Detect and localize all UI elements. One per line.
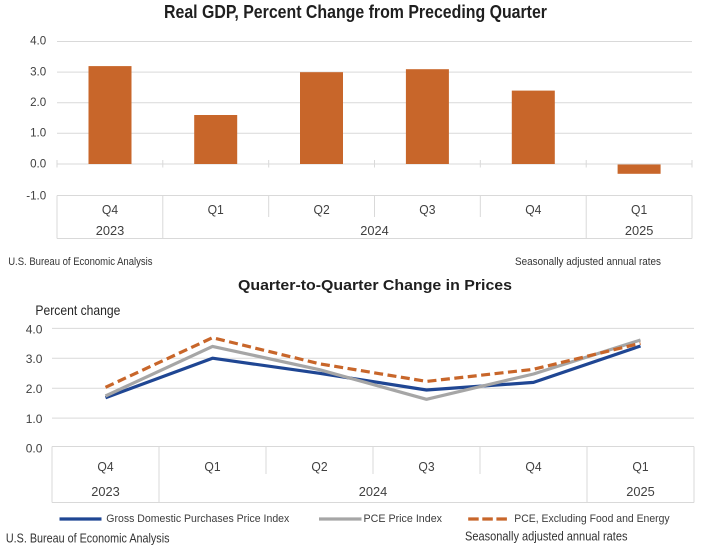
svg-text:Q1: Q1 — [632, 459, 648, 474]
svg-text:2023: 2023 — [96, 223, 125, 238]
svg-text:1.0: 1.0 — [26, 412, 43, 426]
svg-text:-1.0: -1.0 — [26, 190, 46, 203]
svg-text:4.0: 4.0 — [30, 35, 46, 48]
svg-text:PCE, Excluding Food and Energy: PCE, Excluding Food and Energy — [514, 513, 670, 525]
svg-text:Real GDP, Percent Change from: Real GDP, Percent Change from Preceding … — [164, 1, 547, 22]
svg-text:Percent change: Percent change — [35, 303, 120, 318]
svg-text:0.0: 0.0 — [26, 441, 43, 455]
svg-text:PCE Price Index: PCE Price Index — [364, 513, 443, 525]
svg-text:U.S. Bureau of Economic Analys: U.S. Bureau of Economic Analysis — [8, 256, 153, 268]
svg-text:2024: 2024 — [359, 484, 388, 499]
svg-text:2025: 2025 — [626, 484, 655, 499]
svg-text:Quarter-to-Quarter Change in P: Quarter-to-Quarter Change in Prices — [238, 277, 512, 294]
svg-text:2023: 2023 — [91, 484, 120, 499]
svg-text:2025: 2025 — [625, 223, 654, 238]
svg-text:Q2: Q2 — [314, 202, 330, 217]
svg-text:Q1: Q1 — [631, 202, 647, 217]
svg-text:2.0: 2.0 — [30, 96, 46, 109]
svg-text:4.0: 4.0 — [26, 322, 43, 336]
svg-text:Q4: Q4 — [525, 459, 541, 474]
svg-text:Seasonally adjusted annual rat: Seasonally adjusted annual rates — [465, 528, 628, 543]
svg-text:2024: 2024 — [360, 223, 389, 238]
svg-text:Gross Domestic Purchases Price: Gross Domestic Purchases Price Index — [106, 513, 289, 525]
svg-text:Seasonally adjusted annual rat: Seasonally adjusted annual rates — [515, 256, 661, 268]
svg-text:Q3: Q3 — [418, 459, 434, 474]
svg-text:0.0: 0.0 — [30, 157, 46, 170]
svg-text:2.0: 2.0 — [26, 382, 43, 396]
svg-text:1.0: 1.0 — [30, 127, 46, 140]
svg-text:Q4: Q4 — [102, 202, 118, 217]
svg-text:Q1: Q1 — [204, 459, 220, 474]
svg-text:3.0: 3.0 — [26, 352, 43, 366]
svg-text:Q3: Q3 — [419, 202, 435, 217]
svg-text:3.0: 3.0 — [30, 65, 46, 78]
svg-text:Q1: Q1 — [208, 202, 224, 217]
svg-text:Q4: Q4 — [525, 202, 541, 217]
svg-text:Q4: Q4 — [97, 459, 113, 474]
svg-text:Q2: Q2 — [311, 459, 327, 474]
svg-text:U.S. Bureau of Economic Analys: U.S. Bureau of Economic Analysis — [6, 530, 170, 545]
